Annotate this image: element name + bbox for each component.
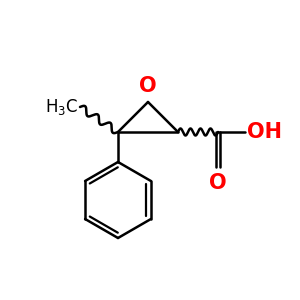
Text: O: O xyxy=(139,76,157,96)
Text: $\mathsf{H_3C}$: $\mathsf{H_3C}$ xyxy=(45,97,78,117)
Text: O: O xyxy=(209,173,227,193)
Text: OH: OH xyxy=(247,122,282,142)
